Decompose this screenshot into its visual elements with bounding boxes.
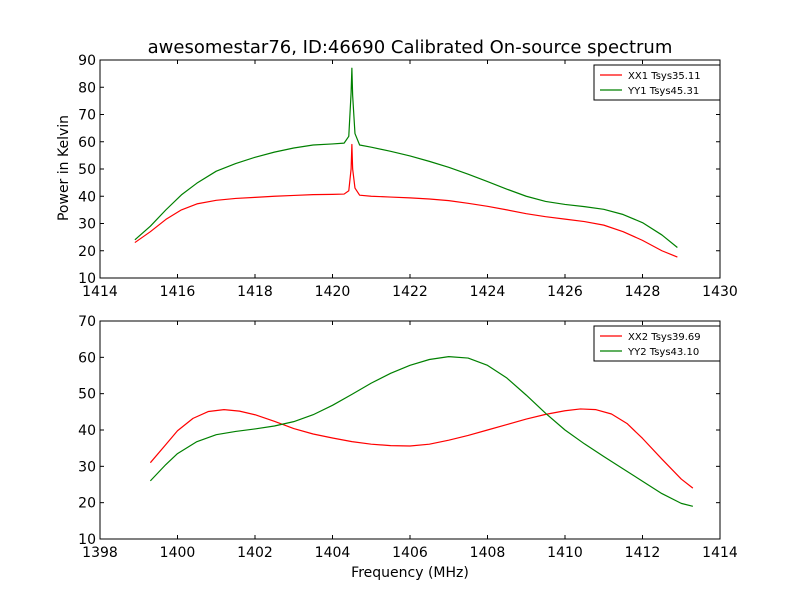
legend-label: YY2 Tsys43.10 — [627, 347, 699, 358]
y-tick-label: 70 — [78, 108, 96, 124]
x-tick-label: 1406 — [392, 545, 428, 561]
x-tick-label: 1410 — [547, 545, 583, 561]
x-tick-label: 1428 — [625, 284, 661, 300]
y-tick-label: 80 — [78, 80, 96, 96]
y-tick-label: 20 — [78, 496, 96, 512]
x-tick-label: 1418 — [237, 284, 273, 300]
series-line-bottom-1 — [149, 408, 694, 489]
x-tick-label: 1420 — [315, 284, 351, 300]
series-line-top-2 — [134, 67, 678, 248]
legend-box — [593, 325, 721, 362]
x-tick-label: 1414 — [82, 284, 118, 300]
y-tick-label: 30 — [78, 217, 96, 233]
x-tick-label: 1408 — [470, 545, 506, 561]
y-tick-label: 40 — [78, 423, 96, 439]
y-tick-label: 60 — [78, 350, 96, 366]
y-tick-label: 60 — [78, 135, 96, 151]
x-tick-label: 1422 — [392, 284, 428, 300]
legend-label: YY1 Tsys45.31 — [627, 86, 699, 97]
y-tick-label: 90 — [78, 53, 96, 69]
series-line-top-1 — [134, 143, 678, 258]
y-tick-label: 50 — [78, 162, 96, 178]
y-tick-label: 30 — [78, 459, 96, 475]
x-tick-label: 1416 — [160, 284, 196, 300]
x-axis-label: Frequency (MHz) — [351, 565, 469, 581]
bottom-panel: 1398 1400 1402 1404 1406 1408 1410 1412 1414 10 20… — [78, 314, 738, 561]
series-line-bottom-2 — [149, 356, 694, 507]
chart-title: awesomestar76, ID:46690 Calibrated On-so… — [148, 37, 673, 58]
y-tick-label: 10 — [78, 532, 96, 548]
x-tick-label: 1400 — [160, 545, 196, 561]
legend: XX1 Tsys35.11 YY1 Tsys45.31 — [593, 64, 721, 101]
x-tick-label: 1426 — [547, 284, 583, 300]
legend: XX2 Tsys39.69 YY2 Tsys43.10 — [593, 325, 721, 362]
top-panel: 1414 1416 1418 1420 1422 1424 1426 1428 1430 10 20… — [78, 53, 738, 300]
y-axis-label: Power in Kelvin — [56, 115, 72, 221]
x-tick-label: 1402 — [237, 545, 273, 561]
legend-label: XX2 Tsys39.69 — [628, 332, 701, 343]
x-tick-label: 1414 — [702, 545, 738, 561]
x-tick-label: 1398 — [82, 545, 118, 561]
x-tick-label: 1430 — [702, 284, 738, 300]
y-tick-label: 10 — [78, 271, 96, 287]
y-tick-label: 70 — [78, 314, 96, 330]
y-tick-label: 20 — [78, 244, 96, 260]
legend-label: XX1 Tsys35.11 — [628, 71, 701, 82]
legend-box — [593, 64, 721, 101]
y-tick-label: 50 — [78, 387, 96, 403]
x-tick-label: 1404 — [315, 545, 351, 561]
y-tick-label: 40 — [78, 189, 96, 205]
x-tick-label: 1424 — [470, 284, 506, 300]
x-tick-label: 1412 — [625, 545, 661, 561]
